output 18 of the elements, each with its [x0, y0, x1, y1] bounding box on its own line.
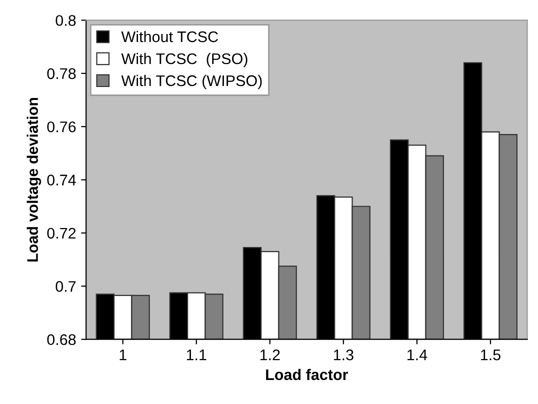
- x-tick-label: 1.1: [186, 350, 206, 360]
- x-tick-label: 1: [120, 350, 126, 360]
- y-tick-label: 0.78: [47, 68, 76, 80]
- y-tick-label: 0.72: [47, 228, 76, 239]
- x-tick-label: 1.5: [481, 350, 500, 360]
- x-tick-label: 1.2: [260, 349, 280, 360]
- legend-label: With TCSC (PSO): [121, 52, 248, 68]
- x-axis-title: Load factor: [266, 368, 348, 380]
- y-tick-label: 0.8: [56, 15, 76, 26]
- x-tick-label: 1.4: [407, 350, 428, 360]
- y-tick-label: 0.74: [47, 174, 76, 186]
- legend-label: With TCSC (WIPSO): [121, 74, 262, 90]
- y-tick-label: 0.68: [47, 334, 76, 346]
- y-tick-label: 0.76: [47, 121, 76, 132]
- y-axis-title: Load voltage deviation: [26, 98, 42, 262]
- y-tick-label: 0.7: [56, 281, 76, 292]
- legend-label: Without TCSC: [121, 30, 218, 42]
- x-tick-label: 1.3: [334, 349, 354, 360]
